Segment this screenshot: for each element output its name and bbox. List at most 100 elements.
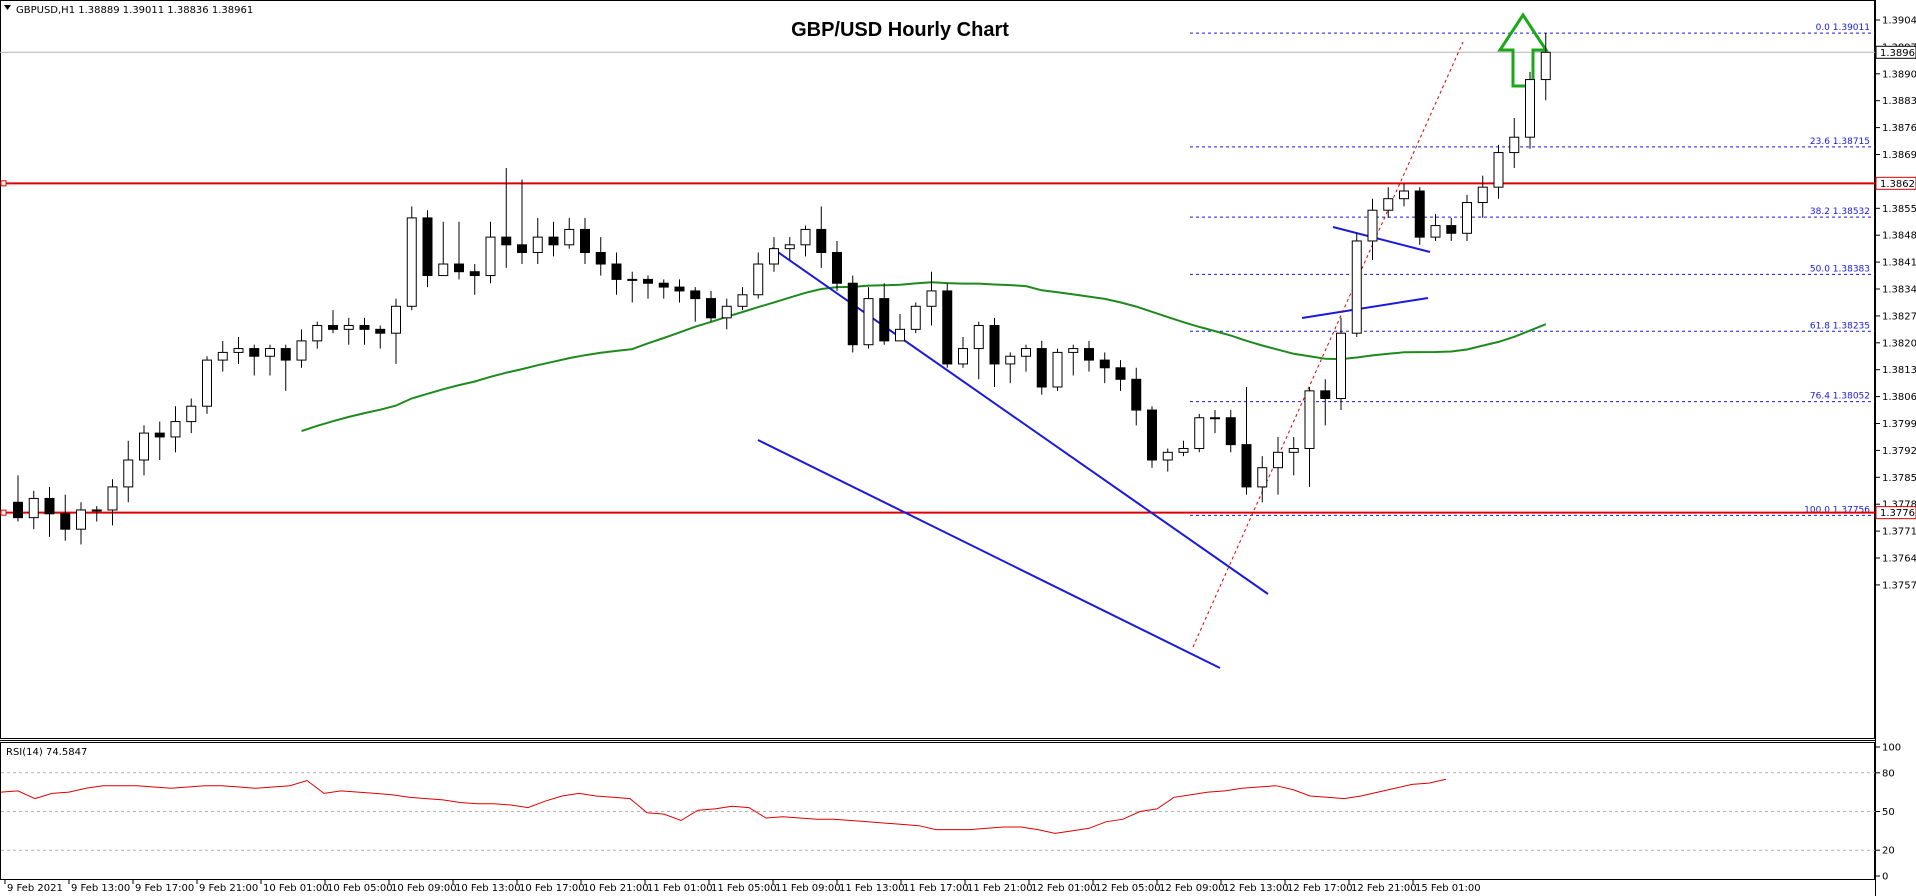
price-tick-label: 1.38415 [1882, 258, 1916, 269]
bear-candle [548, 236, 559, 246]
level-anchor-marker [0, 180, 7, 187]
up-arrow-icon [1497, 12, 1549, 88]
price-tick-label: 1.38765 [1882, 123, 1916, 134]
horizontal-levels-layer [0, 180, 1875, 516]
bear-candle [1036, 348, 1047, 388]
bull-candle [1178, 447, 1189, 453]
bear-candle [1225, 417, 1236, 446]
price-tick-label: 1.38905 [1882, 69, 1916, 80]
current-price-box [1875, 45, 1916, 59]
fib-level-label: 23.6 1.38715 [1810, 137, 1870, 147]
bear-candle [60, 513, 71, 530]
bull-candle [485, 236, 496, 277]
bull-candle [1210, 417, 1220, 420]
time-tick-label: 11 Feb 05:00 [711, 883, 777, 894]
current-price-label: 1.38961 [1880, 48, 1916, 59]
bull-candle [186, 405, 197, 423]
bear-candle [154, 432, 165, 438]
bull-candle [1304, 390, 1315, 449]
channel-upper-line [771, 247, 1269, 595]
bull-candle [784, 244, 795, 250]
bull-candle [28, 497, 39, 519]
rsi-layer: 100 80 50 20 0 [0, 743, 1901, 883]
bear-candle [422, 217, 433, 277]
time-tick-label: 12 Feb 09:00 [1159, 883, 1225, 894]
bear-candle [1115, 367, 1126, 380]
time-tick-label: 10 Feb 01:00 [263, 883, 329, 894]
bull-candle [1509, 136, 1520, 154]
rsi-tick-label: 20 [1882, 846, 1895, 857]
drawings-layer [757, 12, 1549, 669]
bull-candle [1273, 451, 1283, 469]
rsi-tick-label: 80 [1882, 768, 1895, 779]
bull-candle [1493, 152, 1504, 188]
bull-candle [958, 348, 968, 365]
fibonacci-layer: 0.0 1.39011 23.6 1.38715 38.2 1.38532 50.0 … [1190, 23, 1875, 516]
level-anchor-marker [0, 509, 7, 516]
bull-candle [343, 325, 354, 330]
bear-candle [1446, 225, 1457, 234]
fib-level-label: 100.0 1.37756 [1804, 505, 1870, 515]
bull-candle [1540, 51, 1551, 81]
price-tick-label: 1.38135 [1882, 365, 1916, 376]
bear-candle [1320, 390, 1331, 400]
price-tick-label: 1.38065 [1882, 392, 1916, 403]
bull-candle [217, 351, 228, 361]
rsi-line [0, 778, 1447, 834]
bear-candle [280, 348, 291, 361]
time-tick-label: 10 Feb 05:00 [327, 883, 393, 894]
bull-candle [1462, 202, 1472, 234]
bear-candle [989, 325, 1000, 365]
bear-candle [816, 228, 827, 253]
main-chart-frame [0, 0, 1875, 739]
fib-level-label: 50.0 1.38383 [1810, 264, 1870, 274]
price-tick-label: 1.37645 [1882, 554, 1916, 565]
bear-candle [1241, 444, 1252, 488]
symbol-dropdown-icon[interactable] [4, 5, 11, 10]
bull-candle [1430, 225, 1441, 238]
price-tick-label: 1.38695 [1882, 150, 1916, 161]
bull-candle [721, 305, 732, 319]
bull-candle [107, 486, 118, 511]
bull-candle [1052, 351, 1063, 388]
bear-candle [249, 348, 260, 357]
bull-candle [769, 248, 779, 265]
time-tick-label: 9 Feb 13:00 [71, 883, 130, 894]
channel-lower-line [757, 439, 1221, 669]
bear-candle [690, 290, 701, 300]
time-tick-label: 9 Feb 17:00 [135, 883, 194, 894]
bull-candle [1477, 186, 1488, 204]
bull-candle [1383, 198, 1394, 211]
price-tick-label: 1.37925 [1882, 446, 1916, 457]
bear-candle [1147, 409, 1157, 461]
bear-candle [942, 290, 953, 365]
bull-candle [627, 278, 638, 281]
time-tick-label: 11 Feb 21:00 [967, 883, 1033, 894]
rsi-tick-label: 0 [1882, 872, 1888, 883]
bull-candle [895, 328, 905, 342]
price-tick-label: 1.37785 [1882, 500, 1916, 511]
bull-candle [973, 325, 984, 350]
bear-candle [44, 497, 55, 515]
bear-candle [674, 286, 685, 292]
bull-candle [863, 298, 874, 346]
bull-candle [76, 509, 86, 530]
time-tick-label: 10 Feb 09:00 [391, 883, 457, 894]
price-tick-label: 1.38555 [1882, 204, 1916, 215]
bear-candle [359, 325, 370, 330]
bull-candle [406, 217, 417, 307]
fib-trend-line [1192, 41, 1464, 648]
time-tick-label: 12 Feb 21:00 [1351, 883, 1417, 894]
time-tick-label: 11 Feb 17:00 [903, 883, 969, 894]
bull-candle [202, 359, 212, 407]
price-tick-label: 1.39045 [1882, 16, 1916, 27]
price-tick-label: 1.37855 [1882, 473, 1916, 484]
fib-level-label: 0.0 1.39011 [1816, 23, 1870, 33]
bear-candle [1414, 190, 1425, 238]
bear-candle [595, 251, 606, 265]
bull-candle [737, 294, 748, 307]
flag-lower-line [1301, 297, 1429, 319]
bear-candle [706, 298, 716, 319]
time-tick-label: 12 Feb 17:00 [1287, 883, 1353, 894]
bull-candle [91, 509, 102, 512]
